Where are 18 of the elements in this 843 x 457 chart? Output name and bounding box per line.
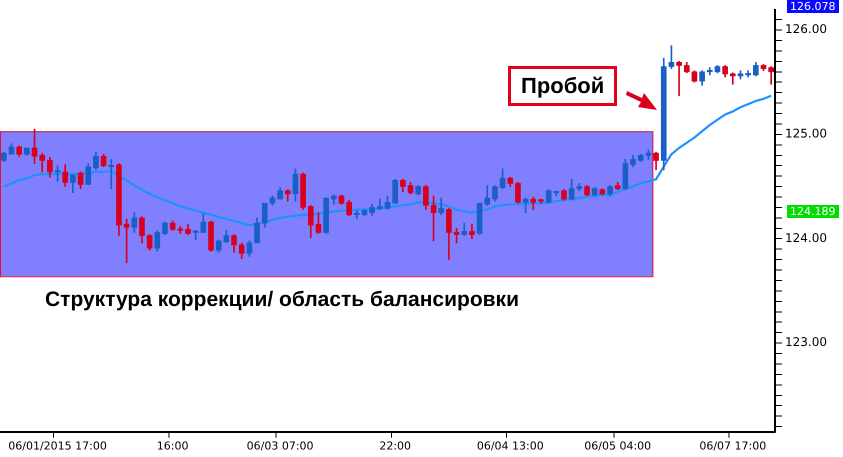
x-tick-label: 06/03 07:00: [246, 439, 314, 452]
x-tick-label: 06/01/2015 17:00: [8, 439, 107, 452]
text: 124.189: [787, 205, 838, 218]
text: 126.078: [787, 0, 838, 13]
y-tick-label: 126.00: [785, 22, 827, 36]
x-tick-label: 06/04 13:00: [476, 439, 544, 452]
y-tick-label: 124.00: [785, 230, 827, 245]
y-tick-label: 123.00: [785, 335, 827, 350]
x-tick-label: 06/05 04:00: [584, 439, 652, 452]
x-tick-label: 16:00: [156, 439, 188, 452]
x-tick-label: 22:00: [379, 439, 412, 452]
annotation: Пробой: [508, 66, 618, 106]
x-tick-label: 06/07 17:00: [699, 439, 766, 452]
candlestick: [430, 196, 436, 242]
candlestick: [454, 228, 460, 244]
y-tick-label: 125.00: [785, 126, 827, 141]
band-label: Структура коррекции/ область балансировки: [45, 288, 519, 312]
candlestick: [54, 165, 60, 182]
